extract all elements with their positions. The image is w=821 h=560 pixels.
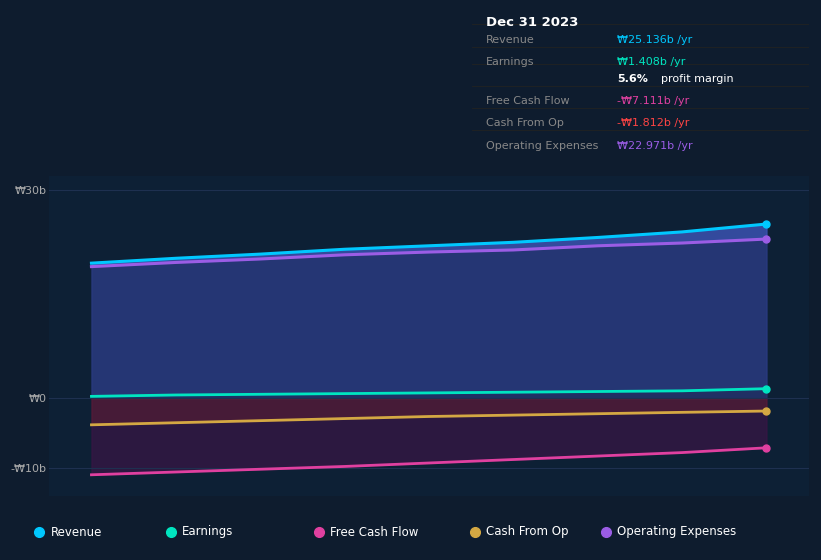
Text: Earnings: Earnings	[485, 57, 534, 67]
Text: Earnings: Earnings	[182, 525, 234, 539]
Point	[760, 407, 773, 416]
Text: -₩7.111b /yr: -₩7.111b /yr	[617, 96, 689, 106]
Text: Revenue: Revenue	[485, 35, 534, 45]
Text: Free Cash Flow: Free Cash Flow	[330, 525, 419, 539]
Point	[760, 235, 773, 244]
Text: Dec 31 2023: Dec 31 2023	[485, 16, 578, 29]
Point	[760, 444, 773, 452]
Text: 5.6%: 5.6%	[617, 74, 648, 84]
Point	[760, 220, 773, 228]
Text: Free Cash Flow: Free Cash Flow	[485, 96, 569, 106]
Point	[760, 384, 773, 393]
Text: Cash From Op: Cash From Op	[486, 525, 568, 539]
Text: Operating Expenses: Operating Expenses	[617, 525, 736, 539]
Text: ₩1.408b /yr: ₩1.408b /yr	[617, 57, 686, 67]
Text: ₩25.136b /yr: ₩25.136b /yr	[617, 35, 692, 45]
Text: ₩22.971b /yr: ₩22.971b /yr	[617, 141, 692, 151]
Text: -₩1.812b /yr: -₩1.812b /yr	[617, 118, 689, 128]
Text: Revenue: Revenue	[51, 525, 103, 539]
Text: Cash From Op: Cash From Op	[485, 118, 563, 128]
Text: profit margin: profit margin	[661, 74, 733, 84]
Text: Operating Expenses: Operating Expenses	[485, 141, 598, 151]
